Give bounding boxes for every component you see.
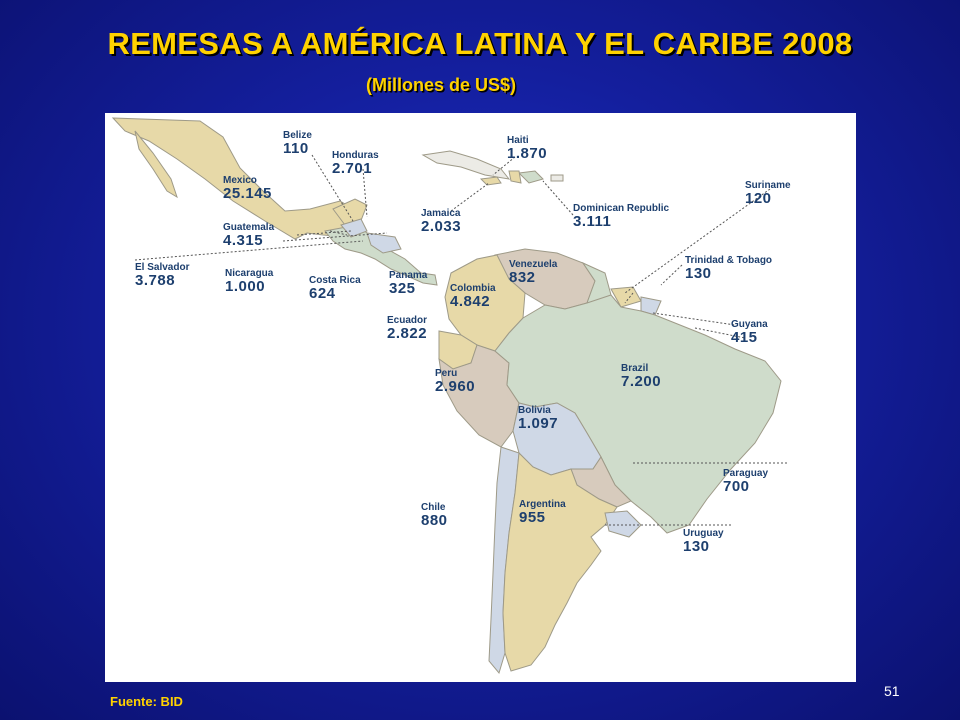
label-chile: Chile 880 [421,502,448,529]
source-note: Fuente: BID [110,694,183,709]
label-dominican-republic: Dominican Republic 3.111 [573,203,670,230]
label-mexico: Mexico 25.145 [223,175,272,202]
label-peru: Peru 2.960 [435,368,476,395]
page-number: 51 [884,683,900,699]
label-argentina: Argentina 955 [519,499,566,526]
label-ecuador: Ecuador 2.822 [387,315,428,342]
label-guatemala: Guatemala 4.315 [223,222,275,249]
label-uruguay: Uruguay 130 [683,528,724,555]
label-panama: Panama 325 [389,270,428,297]
map-panel: Belize 110 Honduras 2.701 Haiti 1.870 Mexic… [105,113,856,682]
label-costa-rica: Costa Rica 624 [309,275,361,302]
label-brazil: Brazil 7.200 [621,363,662,390]
label-paraguay: Paraguay 700 [723,468,769,495]
label-belize: Belize 110 [283,130,312,157]
label-venezuela: Venezuela 832 [509,259,558,286]
label-honduras: Honduras 2.701 [332,150,379,177]
latin-america-map [111,117,787,675]
region-argentina [502,451,618,672]
label-guyana: Guyana 415 [731,319,768,346]
region-cuba [421,150,511,180]
label-el-salvador: El Salvador 3.788 [135,262,190,289]
region-uruguay [604,510,642,538]
label-bolivia: Bolivia 1.097 [518,405,559,432]
label-suriname: Suriname 120 [745,180,791,207]
leader-lines [134,154,787,526]
slide-title: REMESAS A AMÉRICA LATINA Y EL CARIBE 200… [107,26,853,61]
label-trinidad-tobago: Trinidad & Tobago 130 [685,255,773,282]
label-haiti: Haiti 1.870 [507,135,548,162]
label-nicaragua: Nicaragua 1.000 [225,268,274,295]
label-colombia: Colombia 4.842 [450,283,496,310]
label-jamaica: Jamaica 2.033 [421,208,462,235]
slide-subtitle: (Millones de US$) [366,75,517,95]
